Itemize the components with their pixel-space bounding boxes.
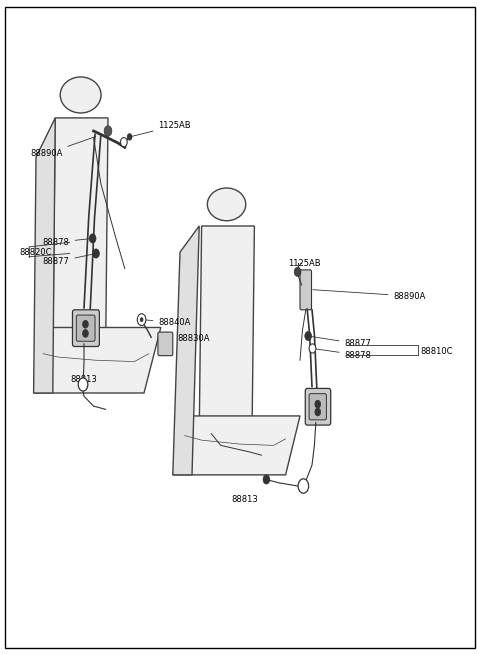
Text: 88877: 88877 — [43, 254, 93, 267]
Circle shape — [315, 408, 321, 416]
FancyBboxPatch shape — [72, 310, 99, 346]
Polygon shape — [34, 118, 55, 393]
Circle shape — [305, 331, 312, 341]
Circle shape — [83, 320, 88, 328]
Ellipse shape — [60, 77, 101, 113]
Text: 1125AB: 1125AB — [288, 259, 321, 268]
FancyBboxPatch shape — [309, 394, 326, 420]
Circle shape — [83, 329, 88, 337]
Text: 88890A: 88890A — [313, 290, 426, 301]
Text: 88877: 88877 — [311, 337, 372, 348]
FancyBboxPatch shape — [158, 332, 173, 356]
FancyBboxPatch shape — [305, 388, 331, 425]
Text: 88830A: 88830A — [167, 334, 210, 343]
Circle shape — [263, 475, 270, 484]
Text: 88810C: 88810C — [420, 346, 453, 356]
Text: 1125AB: 1125AB — [132, 121, 191, 136]
Polygon shape — [34, 328, 161, 393]
Circle shape — [309, 344, 316, 353]
Circle shape — [315, 400, 321, 408]
Circle shape — [137, 314, 146, 326]
Text: 88878: 88878 — [43, 238, 90, 247]
FancyBboxPatch shape — [300, 270, 312, 310]
Text: 88820C: 88820C — [19, 248, 52, 257]
FancyBboxPatch shape — [76, 315, 95, 341]
Circle shape — [104, 126, 112, 136]
Circle shape — [93, 249, 99, 258]
Polygon shape — [53, 118, 108, 354]
Text: 88878: 88878 — [315, 349, 372, 360]
Text: 88813: 88813 — [71, 375, 97, 384]
Circle shape — [294, 267, 301, 276]
Circle shape — [78, 378, 88, 391]
Circle shape — [127, 134, 132, 140]
Polygon shape — [173, 416, 300, 475]
Text: 88890A: 88890A — [30, 136, 96, 159]
Circle shape — [140, 318, 143, 322]
Polygon shape — [173, 226, 199, 475]
Circle shape — [120, 138, 127, 147]
Polygon shape — [199, 226, 254, 436]
Circle shape — [89, 234, 96, 243]
Text: 88813: 88813 — [231, 495, 258, 504]
Text: 88840A: 88840A — [144, 318, 191, 327]
Ellipse shape — [207, 188, 246, 221]
Circle shape — [298, 479, 309, 493]
